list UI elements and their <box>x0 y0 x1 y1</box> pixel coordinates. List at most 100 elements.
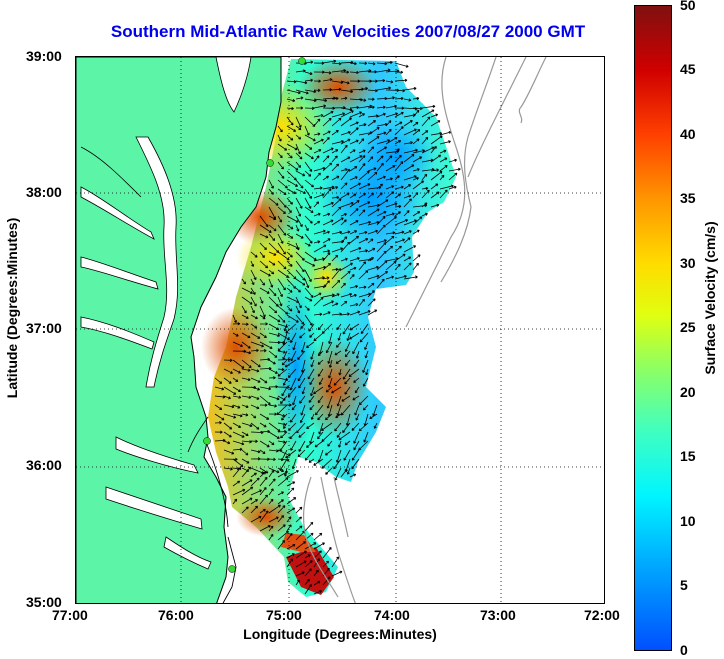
map-title: Southern Mid-Atlantic Raw Velocities 200… <box>110 22 586 41</box>
velocity-arrow <box>241 395 252 399</box>
velocity-arrow <box>344 386 351 395</box>
velocity-arrow <box>295 571 305 577</box>
velocity-arrow <box>304 584 312 595</box>
velocity-arrow <box>369 413 378 419</box>
velocity-arrow <box>241 404 249 409</box>
colorbar-tick: 40 <box>680 126 696 142</box>
velocity-arrow <box>304 449 315 461</box>
velocity-arrow <box>241 466 251 478</box>
radar-station-marker[interactable] <box>298 57 306 65</box>
velocity-arrow <box>286 224 294 230</box>
velocity-arrow <box>340 110 354 118</box>
velocity-arrow <box>268 498 274 505</box>
radar-stations <box>203 57 306 573</box>
velocity-arrow <box>403 98 412 102</box>
velocity-arrow <box>286 143 298 151</box>
velocity-arrow <box>304 89 317 94</box>
map-canvas <box>76 57 604 603</box>
velocity-arrow <box>367 247 376 253</box>
velocity-arrow <box>394 238 406 244</box>
radar-station-marker[interactable] <box>266 159 274 167</box>
velocity-arrow <box>336 341 342 348</box>
radar-station-marker[interactable] <box>203 437 211 445</box>
velocity-arrow <box>394 230 405 235</box>
velocity-arrow <box>313 193 325 199</box>
velocity-arrow <box>268 215 277 221</box>
velocity-arrow <box>241 431 249 436</box>
colorbar-tick: 50 <box>680 0 696 13</box>
velocity-arrow <box>277 505 286 514</box>
velocity-arrow <box>295 525 303 532</box>
velocity-arrow <box>385 245 393 253</box>
map-plot-area[interactable] <box>75 56 605 604</box>
velocity-arrow <box>321 458 333 469</box>
velocity-arrow <box>358 440 369 451</box>
velocity-arrow <box>304 251 317 261</box>
longitude-tick-label: 77:00 <box>52 607 88 623</box>
velocity-arrow <box>313 79 321 83</box>
velocity-arrow <box>367 62 376 66</box>
velocity-arrow <box>286 106 294 111</box>
velocity-arrow <box>277 287 283 298</box>
velocity-arrow <box>322 162 333 172</box>
velocity-arrow <box>232 488 246 496</box>
velocity-arrow <box>223 449 235 455</box>
velocity-arrow <box>290 413 297 423</box>
velocity-arrow <box>300 323 306 329</box>
velocity-arrow <box>268 305 278 314</box>
velocity-arrow <box>295 170 306 177</box>
velocity-arrow <box>376 175 386 181</box>
velocity-arrow <box>340 182 348 190</box>
velocity-arrow <box>232 422 242 428</box>
velocity-arrow <box>286 152 293 159</box>
velocity-arrow <box>439 174 445 181</box>
velocity-arrow <box>232 467 242 478</box>
velocity-arrow <box>335 413 342 419</box>
velocity-arrow <box>317 350 324 356</box>
velocity-arrow <box>376 215 386 226</box>
velocity-arrow <box>313 201 319 208</box>
velocity-arrow <box>317 395 324 404</box>
velocity-arrow <box>277 152 283 159</box>
velocity-arrow <box>259 508 266 514</box>
velocity-arrow <box>277 224 287 236</box>
velocity-arrow <box>345 413 351 426</box>
velocity-arrow <box>304 134 316 142</box>
velocity-arrow <box>394 253 406 262</box>
velocity-arrow <box>403 219 417 226</box>
velocity-arrow <box>376 105 386 109</box>
velocity-arrow <box>277 368 288 377</box>
velocity-arrow <box>313 114 324 118</box>
velocity-arrow <box>313 458 324 466</box>
velocity-arrow <box>250 489 262 496</box>
velocity-arrow <box>322 252 331 262</box>
velocity-arrow <box>430 135 443 145</box>
velocity-arrow <box>277 179 288 189</box>
velocity-arrow <box>241 377 251 382</box>
velocity-arrow <box>394 111 404 118</box>
velocity-arrow <box>412 216 423 226</box>
velocity-arrow <box>403 120 413 127</box>
velocity-arrow <box>241 479 253 487</box>
velocity-arrow <box>367 171 378 181</box>
velocity-arrow <box>394 106 405 110</box>
velocity-arrow <box>412 106 423 111</box>
velocity-arrow <box>349 200 360 208</box>
velocity-arrow <box>376 239 387 244</box>
velocity-arrow <box>385 202 398 208</box>
velocity-arrow <box>358 249 368 253</box>
velocity-arrow <box>376 260 388 271</box>
velocity-arrow <box>394 274 407 280</box>
velocity-arrow <box>241 350 252 355</box>
velocity-arrow <box>358 149 366 154</box>
velocity-arrow <box>304 206 314 213</box>
velocity-arrow <box>331 386 342 394</box>
velocity-arrow <box>322 219 334 226</box>
velocity-arrow <box>349 310 361 316</box>
velocity-arrow <box>359 332 369 343</box>
radar-station-marker[interactable] <box>228 565 236 573</box>
velocity-arrow <box>232 458 244 467</box>
velocity-arrow <box>277 357 291 362</box>
velocity-arrow <box>250 499 258 505</box>
velocity-arrow <box>241 341 251 349</box>
